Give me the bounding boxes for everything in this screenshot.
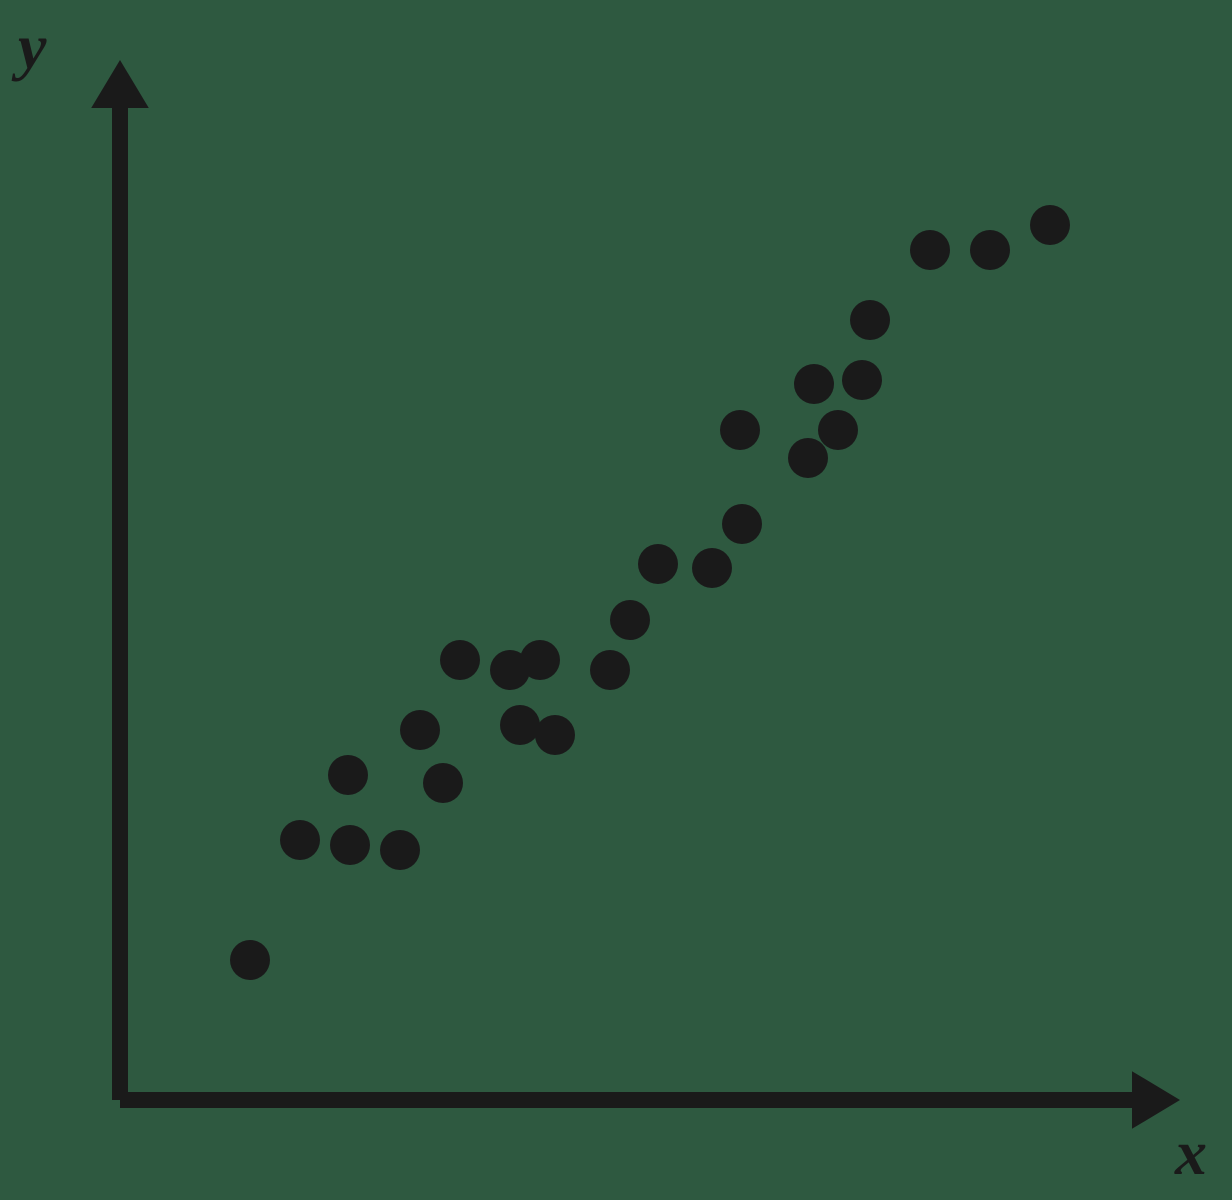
scatter-point <box>842 360 882 400</box>
scatter-point <box>850 300 890 340</box>
chart-svg <box>0 0 1232 1200</box>
scatter-point <box>610 600 650 640</box>
scatter-point <box>970 230 1010 270</box>
scatter-point <box>330 825 370 865</box>
scatter-point <box>230 940 270 980</box>
scatter-point <box>794 364 834 404</box>
scatter-point <box>423 763 463 803</box>
scatter-point <box>818 410 858 450</box>
scatter-point <box>638 544 678 584</box>
scatter-point <box>722 504 762 544</box>
scatter-point <box>380 830 420 870</box>
scatter-point <box>1030 205 1070 245</box>
scatter-point <box>280 820 320 860</box>
scatter-point <box>720 410 760 450</box>
scatter-point <box>910 230 950 270</box>
x-axis-label: x <box>1175 1116 1207 1190</box>
scatter-chart: y x <box>0 0 1232 1200</box>
scatter-point <box>328 755 368 795</box>
y-axis-label: y <box>18 10 46 84</box>
scatter-point <box>400 710 440 750</box>
scatter-point <box>440 640 480 680</box>
scatter-point <box>535 715 575 755</box>
scatter-point <box>590 650 630 690</box>
scatter-point <box>788 438 828 478</box>
scatter-point <box>520 640 560 680</box>
scatter-point <box>500 705 540 745</box>
scatter-point <box>692 548 732 588</box>
